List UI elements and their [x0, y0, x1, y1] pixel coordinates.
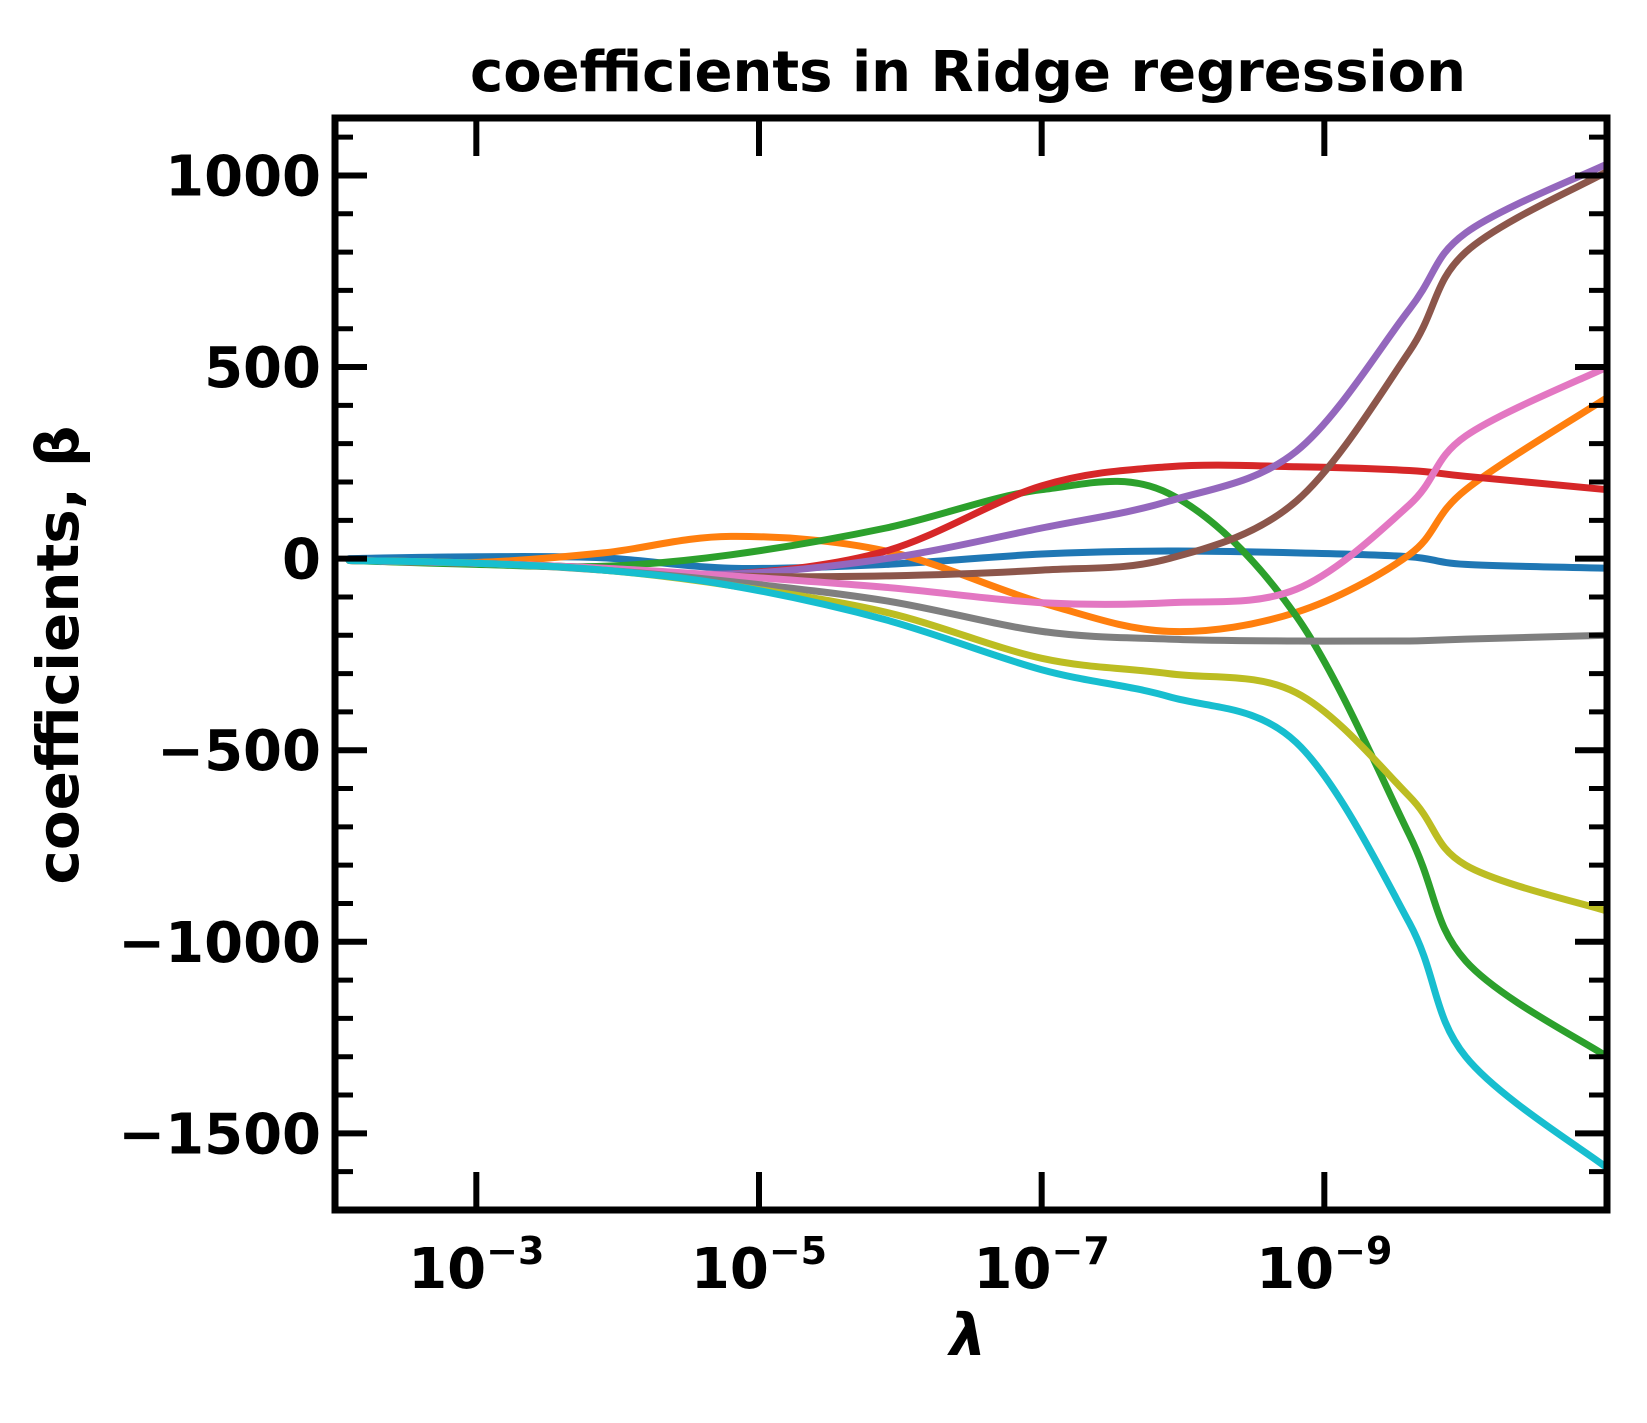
y-tick-label: −500: [157, 719, 321, 784]
x-tick-label: 10−3: [408, 1229, 544, 1302]
y-tick-label: 500: [204, 336, 321, 401]
series-line-10: [345, 557, 1611, 1172]
x-tick-label: 10−9: [1256, 1229, 1392, 1302]
x-tick-label: 10−7: [974, 1229, 1110, 1302]
y-axis-label: coefficients, β: [24, 425, 92, 884]
series-lines: [345, 160, 1611, 1172]
chart-title: coefficients in Ridge regression: [470, 40, 1466, 105]
plot-frame: [331, 114, 1611, 1214]
y-tick-label: −1500: [118, 1102, 321, 1167]
y-tick-label: 0: [282, 528, 321, 593]
y-tick-label: 1000: [165, 144, 321, 209]
x-tick-label: 10−5: [691, 1229, 827, 1302]
x-axis-label: λ: [947, 1301, 987, 1369]
axes: 1000 500 0 −500 −1000 −1500 10−3 10−5 10−7 10−9: [118, 114, 1611, 1302]
y-tick-label: −1000: [118, 911, 321, 976]
